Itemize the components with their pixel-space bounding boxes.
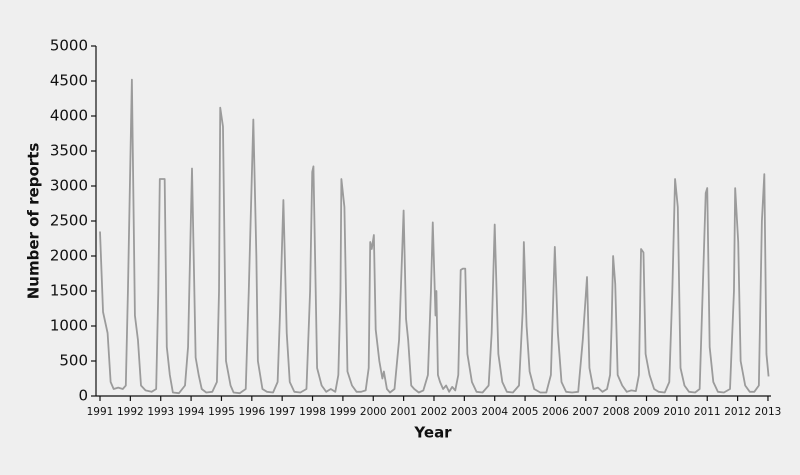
x-tick-label: 1995 [208, 406, 235, 418]
data-line [99, 78, 770, 395]
y-tick-label: 3000 [50, 177, 88, 195]
x-tick-label: 2012 [724, 406, 751, 418]
x-tick-label: 1994 [178, 406, 205, 418]
x-tick-label: 1998 [299, 406, 326, 418]
x-tick-label: 2003 [451, 406, 478, 418]
x-tick-label: 2004 [481, 406, 508, 418]
y-tick-label: 2500 [50, 212, 88, 230]
x-tick-label: 1993 [147, 406, 174, 418]
x-tick-label: 2013 [755, 406, 782, 418]
x-tick-label: 1997 [269, 406, 296, 418]
x-tick-label: 1991 [87, 406, 114, 418]
x-tick-label: 2000 [360, 406, 387, 418]
x-tick-label: 2005 [512, 406, 539, 418]
x-tick-label: 2001 [390, 406, 417, 418]
x-tick-label: 2010 [664, 406, 691, 418]
x-tick-label: 1996 [238, 406, 265, 418]
x-axis-label: Year [413, 424, 452, 442]
x-tick-label: 1999 [330, 406, 357, 418]
y-tick-label: 1000 [50, 317, 88, 335]
y-tick-label: 3500 [50, 142, 88, 160]
y-tick-label: 4000 [50, 107, 88, 125]
x-tick-label: 2009 [633, 406, 660, 418]
x-tick-label: 2006 [542, 406, 569, 418]
y-axis-label: Number of reports [25, 143, 43, 300]
y-tick-label: 500 [59, 352, 88, 370]
y-tick-label: 2000 [50, 247, 88, 265]
y-tick-label: 0 [78, 387, 88, 405]
y-tick-label: 1500 [50, 282, 88, 300]
x-tick-label: 2002 [421, 406, 448, 418]
x-tick-label: 2007 [572, 406, 599, 418]
x-tick-label: 2008 [603, 406, 630, 418]
x-tick-label: 1992 [117, 406, 144, 418]
y-tick-label: 5000 [50, 37, 88, 55]
x-tick-label: 2011 [694, 406, 721, 418]
y-tick-label: 4500 [50, 72, 88, 90]
